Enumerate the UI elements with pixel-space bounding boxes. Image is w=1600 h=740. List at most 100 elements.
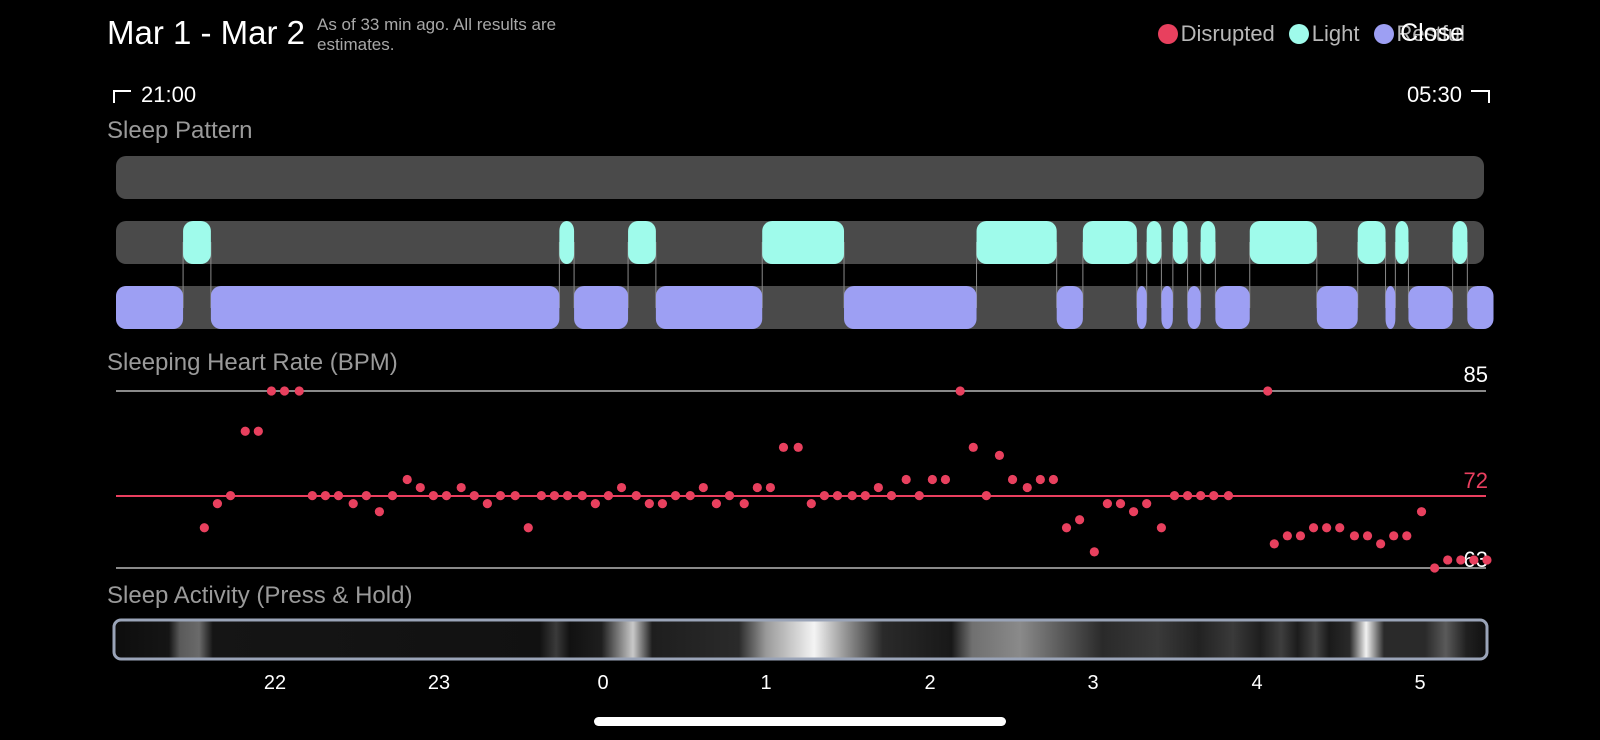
hr-point [1022, 482, 1032, 493]
light-segments [183, 221, 1468, 264]
hr-point [1349, 531, 1360, 541]
hr-point [603, 490, 614, 501]
disrupted-track [116, 156, 1484, 199]
light-sleep-segment [1395, 221, 1409, 264]
hr-point [307, 490, 317, 501]
x-tick: 22 [263, 672, 287, 694]
hr-point [361, 490, 371, 501]
light-sleep-segment [1452, 221, 1468, 264]
hr-point [1335, 523, 1345, 533]
light-sleep-segment [1146, 221, 1162, 264]
start-time: 21:00 [113, 82, 196, 108]
restful-sleep-segment [1136, 286, 1147, 329]
hr-point [1469, 555, 1479, 565]
hr-point [657, 499, 668, 509]
hr-point [348, 499, 358, 509]
x-tick: 23 [427, 672, 451, 694]
restful-sleep-segment [655, 286, 763, 329]
x-tick: 3 [1087, 672, 1099, 694]
hr-point [1156, 523, 1167, 533]
hr-point [940, 474, 951, 485]
light-sleep-segment [1200, 221, 1216, 264]
hr-point [199, 523, 209, 533]
hr-point [428, 490, 438, 501]
hr-point [469, 490, 479, 501]
light-sleep-segment [183, 221, 211, 264]
hr-point [1376, 539, 1386, 549]
hr-point [1007, 474, 1018, 485]
hr-point [1308, 523, 1319, 533]
hr-point [1061, 523, 1072, 533]
hr-point [1389, 531, 1399, 541]
hr-point [590, 499, 600, 509]
hr-point [886, 490, 897, 501]
hr-point [752, 482, 762, 493]
hr-point [1142, 499, 1152, 509]
hr-point [968, 442, 978, 452]
legend-label: Disrupted [1180, 21, 1275, 46]
home-indicator[interactable] [594, 717, 1006, 726]
hr-point [387, 490, 398, 501]
hr-point [1223, 490, 1234, 501]
restful-sleep-segment [210, 286, 560, 329]
close-button[interactable]: Close [1400, 19, 1464, 47]
hr-point [847, 490, 857, 501]
hr-max-label: 85 [1463, 362, 1488, 387]
light-sleep-segment [1249, 221, 1317, 264]
hr-point [1128, 507, 1139, 517]
hr-point [1482, 555, 1492, 565]
hr-point [901, 474, 911, 485]
hr-point [1075, 515, 1085, 525]
sleep-activity-strip[interactable] [112, 618, 1489, 661]
hr-point [577, 490, 587, 501]
hr-point [415, 482, 425, 493]
light-sleep-segment [628, 221, 656, 264]
page-title: Mar 1 - Mar 2 [107, 14, 306, 51]
hr-point [765, 482, 776, 493]
hr-point [1263, 386, 1273, 396]
hr-point [1115, 499, 1126, 509]
light-sleep-segment [1082, 221, 1137, 264]
hr-point [1209, 490, 1219, 501]
hr-point [510, 490, 520, 501]
hr-point [441, 490, 452, 501]
hr-point [279, 386, 290, 396]
hr-point [294, 386, 304, 396]
x-tick: 5 [1414, 672, 1426, 694]
hr-point [955, 386, 965, 396]
hr-point [860, 490, 870, 501]
restful-swatch-icon [1373, 24, 1394, 44]
hr-point [698, 482, 708, 493]
hr-point [739, 499, 749, 509]
hr-point [806, 499, 816, 509]
end-time: 05:30 [1407, 82, 1490, 108]
sleep-activity-label: Sleep Activity (Press & Hold) [107, 582, 413, 609]
hr-point [549, 490, 560, 501]
restful-sleep-segment [844, 286, 977, 329]
sleep-pattern-label: Sleep Pattern [107, 117, 253, 144]
hr-point [523, 523, 533, 533]
light-sleep-segment [1172, 221, 1188, 264]
start-time-label: 21:00 [141, 82, 197, 107]
x-tick: 4 [1251, 672, 1263, 694]
hr-point [873, 482, 883, 493]
hr-point [644, 499, 654, 509]
restful-sleep-segment [1385, 286, 1396, 329]
restful-sleep-segment [1467, 286, 1494, 329]
hr-point [374, 507, 384, 517]
light-sleep-segment [559, 221, 575, 264]
hr-point [320, 490, 331, 501]
hr-point [253, 426, 263, 436]
hr-point [482, 499, 492, 509]
hr-point [927, 474, 937, 485]
hr-point [711, 499, 722, 509]
legend-label: Restful [1396, 21, 1465, 46]
hr-point [562, 490, 573, 501]
hr-point [631, 490, 641, 501]
data-freshness-note: As of 33 min ago. All results are estima… [317, 15, 557, 54]
hr-point [793, 442, 803, 452]
hr-point [1269, 539, 1279, 549]
hr-point [685, 490, 695, 501]
light-sleep-segment [1357, 221, 1386, 264]
restful-sleep-segment [116, 286, 184, 329]
